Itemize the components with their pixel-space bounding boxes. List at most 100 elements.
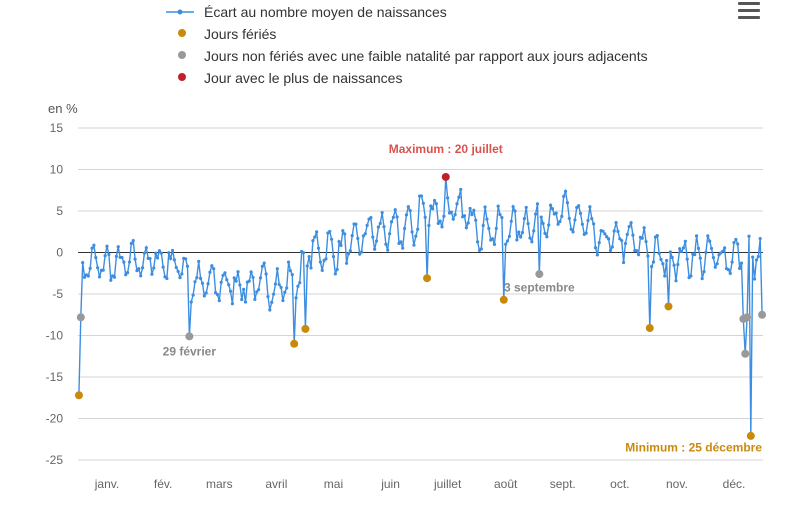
data-point	[563, 189, 568, 194]
data-point	[644, 239, 648, 244]
legend-item-series[interactable]: Écart au nombre moyen de naissances	[164, 3, 704, 23]
data-point	[498, 212, 502, 217]
hamburger-menu-icon[interactable]	[738, 2, 760, 20]
highlight-point-holiday	[664, 302, 673, 311]
x-tick-label: mars	[206, 477, 233, 491]
data-point	[520, 230, 525, 235]
data-point	[105, 244, 109, 248]
data-point	[472, 208, 476, 212]
data-point	[307, 254, 311, 259]
data-point	[346, 252, 351, 256]
data-point	[206, 282, 210, 286]
dot-marker-icon	[178, 51, 186, 59]
data-point	[601, 229, 605, 233]
data-point	[253, 297, 257, 301]
data-point	[496, 204, 500, 208]
data-point	[273, 282, 278, 286]
legend-label: Jour avec le plus de naissances	[204, 70, 403, 86]
data-point	[184, 257, 188, 261]
highlight-point-holiday	[290, 339, 299, 348]
data-point	[475, 240, 480, 244]
data-point	[588, 205, 592, 209]
data-point	[195, 276, 199, 280]
annotation-label: 3 septembre	[504, 281, 575, 295]
data-point	[434, 202, 439, 206]
data-point	[191, 293, 195, 297]
legend-label: Jours fériés	[204, 26, 277, 42]
data-point	[137, 267, 141, 271]
data-point	[107, 252, 111, 257]
data-point	[388, 232, 392, 236]
data-point	[412, 243, 416, 247]
y-tick-label: 0	[56, 246, 63, 260]
data-point	[612, 229, 616, 233]
data-point	[451, 217, 455, 221]
data-point	[627, 225, 631, 229]
data-point	[571, 230, 575, 234]
data-point	[198, 276, 203, 280]
data-point	[734, 237, 738, 242]
data-point	[590, 217, 594, 221]
data-point	[389, 220, 394, 224]
line-marker-icon	[166, 9, 194, 15]
data-point	[169, 256, 173, 261]
data-point	[167, 251, 171, 255]
y-tick-label: -10	[46, 329, 64, 343]
data-point	[142, 251, 147, 255]
highlight-point-low	[758, 310, 767, 319]
data-point	[264, 272, 268, 276]
data-point	[232, 276, 236, 280]
data-point	[249, 270, 253, 274]
data-point	[597, 241, 601, 245]
data-point	[554, 211, 558, 215]
data-point	[101, 268, 105, 272]
data-point	[732, 240, 736, 245]
data-point	[578, 211, 583, 215]
highlight-point-low	[535, 270, 544, 279]
x-tick-label: déc.	[723, 477, 746, 491]
data-point	[668, 250, 672, 254]
data-point	[234, 279, 238, 283]
data-point	[522, 217, 526, 221]
data-point	[442, 214, 446, 218]
data-point	[747, 234, 751, 238]
data-point	[97, 275, 102, 279]
legend-item-low-days[interactable]: Jours non fériés avec une faible natalit…	[164, 47, 704, 67]
data-point	[371, 235, 375, 239]
legend-item-max-day[interactable]: Jour avec le plus de naissances	[164, 69, 704, 89]
data-point	[150, 272, 154, 276]
series-line	[78, 176, 763, 436]
data-point	[455, 202, 459, 206]
data-point	[614, 221, 618, 225]
data-point	[120, 255, 124, 260]
data-point	[661, 262, 665, 266]
legend-item-holidays[interactable]: Jours fériés	[164, 25, 704, 45]
data-point	[548, 203, 553, 207]
data-point	[343, 232, 347, 236]
data-point	[378, 221, 382, 225]
data-point	[535, 202, 540, 206]
data-point	[723, 246, 727, 250]
x-tick-label: avril	[265, 477, 287, 491]
data-point	[702, 270, 706, 274]
data-point	[432, 198, 437, 203]
data-point	[212, 267, 216, 271]
data-point	[758, 236, 762, 241]
data-point	[311, 239, 315, 243]
data-point	[706, 234, 710, 238]
data-point	[462, 214, 467, 218]
data-point	[257, 288, 261, 292]
data-point	[513, 209, 517, 213]
data-point	[305, 264, 309, 268]
data-point	[94, 256, 98, 260]
data-point	[309, 266, 313, 270]
data-point	[650, 264, 654, 269]
data-point	[225, 278, 229, 282]
data-point	[288, 269, 293, 273]
data-point	[655, 234, 659, 238]
highlight-point-holiday	[499, 295, 508, 304]
data-point	[730, 260, 734, 264]
data-point	[339, 243, 343, 247]
data-point	[509, 219, 513, 223]
data-point	[696, 246, 701, 250]
